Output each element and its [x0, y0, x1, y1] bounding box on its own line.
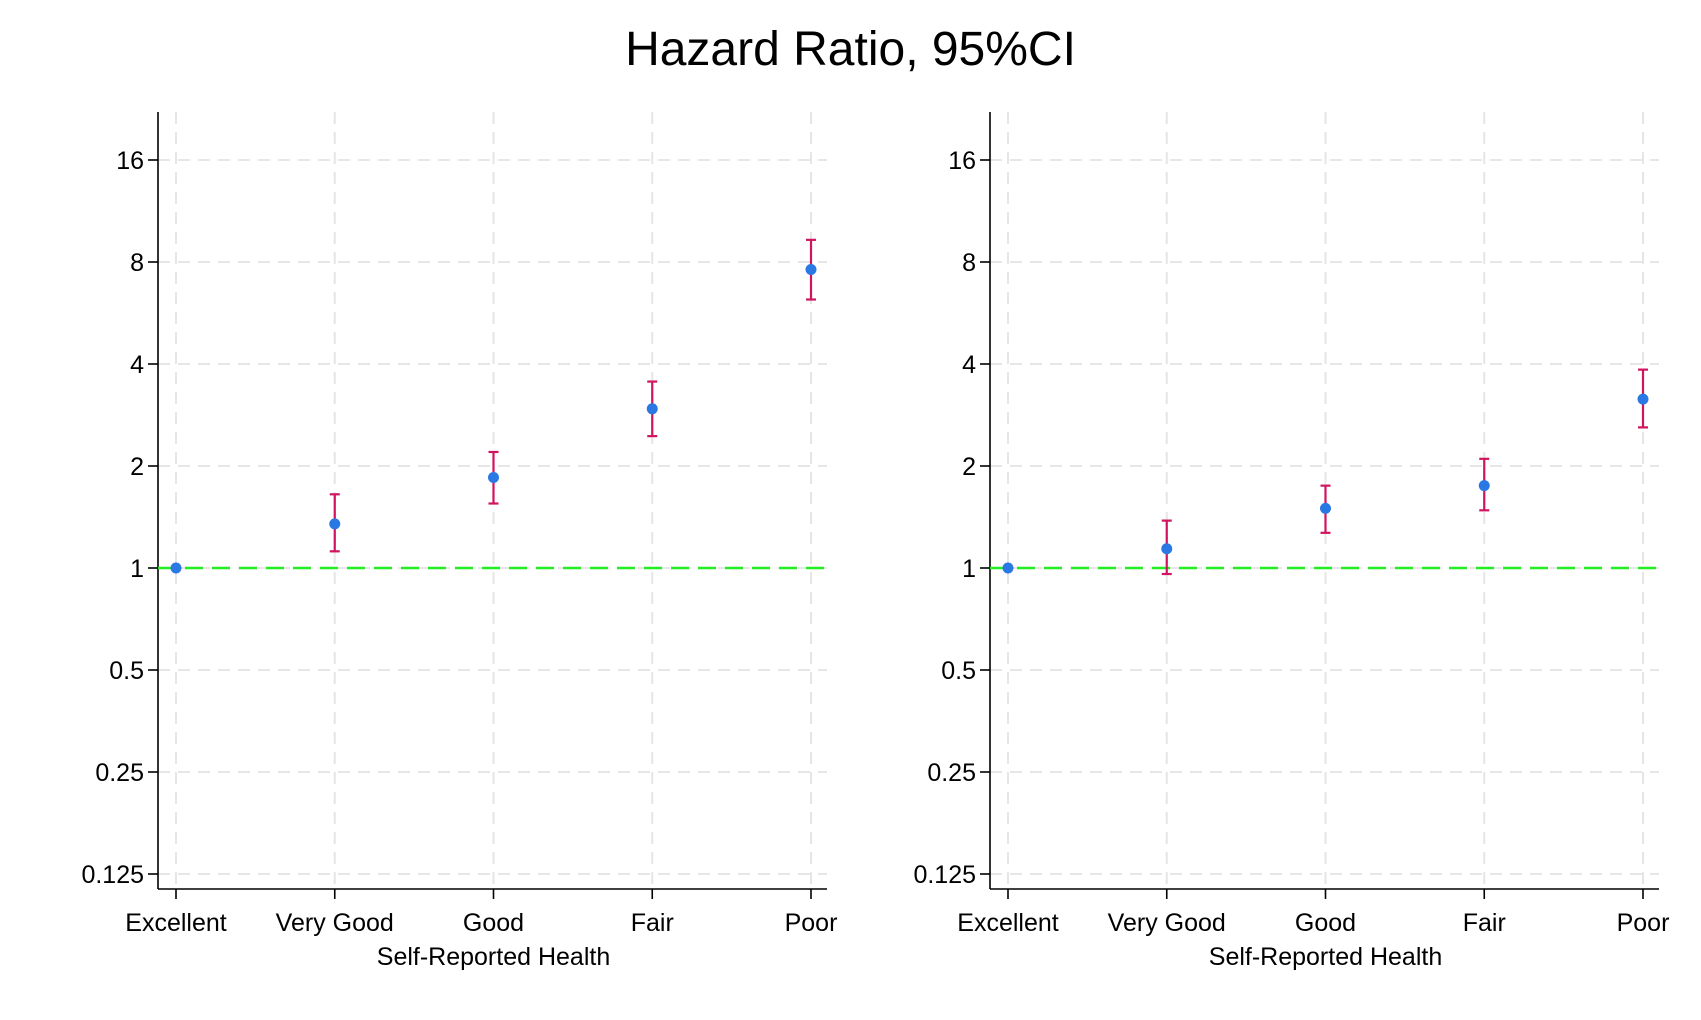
x-tick-label: Very Good: [276, 909, 394, 937]
y-tick-label: 1: [130, 555, 144, 583]
y-tick-label: 4: [962, 351, 976, 379]
figure-title: Hazard Ratio, 95%CI: [625, 23, 1076, 76]
y-tick-label: 4: [130, 351, 144, 379]
y-tick-label: 0.125: [913, 861, 976, 889]
estimate-point: [488, 471, 499, 483]
y-tick-label: 8: [130, 249, 144, 277]
y-tick-label: 1: [962, 555, 976, 583]
estimate-point: [805, 264, 817, 276]
x-tick-label: Good: [1295, 909, 1356, 937]
estimate-point: [1478, 480, 1490, 492]
left-panel: 0.125 0.25 0.5 1 2 4 8 16 Excellent Very Good Good…: [81, 112, 837, 971]
estimate-point: [1161, 543, 1173, 555]
y-tick-label: 0.5: [941, 657, 976, 685]
x-tick-label: Good: [463, 909, 524, 937]
y-tick-label: 0.25: [927, 759, 976, 787]
y-tick-label: 8: [962, 249, 976, 277]
x-tick-label: Excellent: [125, 909, 226, 937]
y-tick-label: 0.125: [81, 861, 144, 889]
x-tick-label: Poor: [785, 909, 838, 937]
estimate-point: [646, 403, 658, 415]
x-axis-title: Self-Reported Health: [377, 943, 610, 971]
y-tick-label: 16: [116, 147, 144, 175]
x-tick-label: Excellent: [957, 909, 1058, 937]
y-tick-label: 2: [962, 453, 976, 481]
right-panel: 0.125 0.25 0.5 1 2 4 8 16 Excellent Very Good Good…: [913, 112, 1669, 971]
estimate-point: [1320, 502, 1331, 514]
x-tick-label: Fair: [1463, 909, 1506, 937]
estimate-point: [329, 518, 341, 530]
estimate-point: [1002, 562, 1014, 574]
y-tick-label: 2: [130, 453, 144, 481]
x-tick-label: Very Good: [1108, 909, 1226, 937]
y-tick-label: 16: [948, 147, 976, 175]
estimate-point: [170, 562, 182, 574]
x-tick-label: Fair: [631, 909, 674, 937]
y-tick-label: 0.25: [95, 759, 144, 787]
x-axis-title: Self-Reported Health: [1209, 943, 1442, 971]
x-tick-label: Poor: [1617, 909, 1670, 937]
y-tick-label: 0.5: [109, 657, 144, 685]
estimate-point: [1637, 393, 1649, 405]
